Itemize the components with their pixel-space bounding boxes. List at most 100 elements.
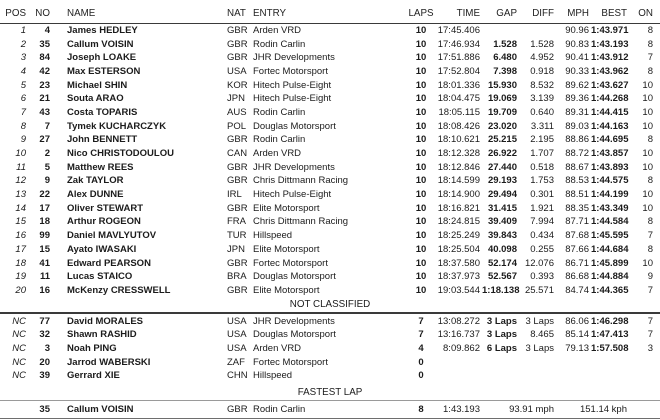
cell-entry: Rodin Carlin xyxy=(253,403,306,415)
cell-pos: 3 xyxy=(20,52,26,64)
cell-mph: 89.03 xyxy=(565,120,589,132)
header-no: NO xyxy=(35,8,50,20)
cell-pos: 12 xyxy=(15,175,26,187)
cell-no: 16 xyxy=(39,284,50,296)
cell-nat: GBR xyxy=(227,175,248,187)
cell-pos: 5 xyxy=(20,79,26,91)
header-gap: GAP xyxy=(496,8,517,20)
cell-on: 10 xyxy=(642,202,653,214)
cell-diff: 4.952 xyxy=(530,52,554,64)
cell-mph: 84.74 xyxy=(565,284,589,296)
cell-mph: 88.35 xyxy=(565,202,589,214)
cell-pos: 14 xyxy=(15,202,26,214)
cell-name: Michael SHIN xyxy=(67,79,128,91)
cell-gap: 52.174 xyxy=(487,257,517,269)
cell-name: Souta ARAO xyxy=(67,93,124,105)
cell-diff: 1.921 xyxy=(530,202,554,214)
cell-gap: 31.415 xyxy=(487,202,517,214)
cell-time: 13:08.272 xyxy=(437,315,480,327)
cell-nat: GBR xyxy=(227,403,248,415)
cell-diff: 2.195 xyxy=(530,134,554,146)
result-row: 8 7 Tymek KUCHARCZYK POL Douglas Motorsport 1… xyxy=(0,119,660,133)
cell-nat: GBR xyxy=(227,257,248,269)
cell-name: Nico CHRISTODOULOU xyxy=(67,148,174,160)
cell-no: 3 xyxy=(44,342,50,354)
not-classified-label: NOT CLASSIFIED xyxy=(289,299,371,311)
fastest-lap-banner: FASTEST LAP xyxy=(0,386,660,401)
cell-on: 7 xyxy=(647,52,653,64)
cell-mph: 90.41 xyxy=(565,52,589,64)
result-row: 10 2 Nico CHRISTODOULOU CAN Arden VRD 10 18:12… xyxy=(0,147,660,161)
cell-laps: 10 xyxy=(415,134,427,146)
cell-nat: GBR xyxy=(227,38,248,50)
cell-mph: 89.62 xyxy=(565,79,589,91)
cell-best: 1:43.971 xyxy=(591,24,629,36)
cell-laps: 10 xyxy=(415,120,427,132)
cell-diff: 3 Laps xyxy=(525,315,554,327)
cell-gap: 25.215 xyxy=(487,134,517,146)
cell-on: 10 xyxy=(642,257,653,269)
cell-laps: 4 xyxy=(418,342,424,354)
cell-laps: 10 xyxy=(415,284,427,296)
cell-laps: 10 xyxy=(415,52,427,64)
cell-name: Daniel MAVLYUTOV xyxy=(67,230,157,242)
cell-diff: 3.139 xyxy=(530,93,554,105)
cell-pos: NC xyxy=(12,370,26,382)
cell-mph: 88.53 xyxy=(565,175,589,187)
cell-diff: 1.707 xyxy=(530,148,554,160)
cell-gap: 23.020 xyxy=(487,120,517,132)
cell-on: 3 xyxy=(647,342,653,354)
cell-best: 1:44.575 xyxy=(591,175,629,187)
cell-entry: Hillspeed xyxy=(253,230,293,242)
cell-gap: 19.709 xyxy=(487,106,517,118)
cell-no: 84 xyxy=(39,52,50,64)
cell-pos: 6 xyxy=(20,93,26,105)
cell-name: Gerrard XIE xyxy=(67,370,120,382)
cell-name: Tymek KUCHARCZYK xyxy=(67,120,167,132)
cell-diff: 0.301 xyxy=(530,189,554,201)
cell-no: 43 xyxy=(39,106,50,118)
cell-name: Alex DUNNE xyxy=(67,189,124,201)
nc-row: NC 77 David MORALES USA JHR Developments 7 13:… xyxy=(0,314,660,328)
cell-laps: 8 xyxy=(418,403,424,415)
cell-pos: 19 xyxy=(15,271,26,283)
cell-no: 27 xyxy=(39,134,50,146)
cell-gap: 1.528 xyxy=(493,38,517,50)
cell-diff: 0.640 xyxy=(530,106,554,118)
cell-diff: 8.465 xyxy=(530,329,554,341)
fastest-lap-row: 35 Callum VOISIN GBR Rodin Carlin 8 1:43.193 9… xyxy=(0,401,660,419)
cell-diff: 8.532 xyxy=(530,79,554,91)
cell-nat: BRA xyxy=(227,271,247,283)
result-row: 4 42 Max ESTERSON USA Fortec Motorsport 10 17:… xyxy=(0,65,660,79)
cell-laps: 0 xyxy=(418,370,424,382)
cell-best: 1:43.349 xyxy=(591,202,629,214)
cell-no: 99 xyxy=(39,230,50,242)
cell-pos: 7 xyxy=(20,106,26,118)
header-nat: NAT xyxy=(227,8,246,20)
cell-time: 18:24.815 xyxy=(437,216,480,228)
cell-time: 18:05.115 xyxy=(438,106,480,118)
cell-mph: 79.13 xyxy=(565,342,589,354)
result-row: 18 41 Edward PEARSON GBR Fortec Motorsport 10… xyxy=(0,256,660,270)
cell-laps: 10 xyxy=(415,230,427,242)
cell-mph: 86.71 xyxy=(565,257,589,269)
cell-no: 20 xyxy=(39,356,50,368)
cell-laps: 10 xyxy=(415,189,427,201)
cell-nat: GBR xyxy=(227,284,248,296)
cell-no: 39 xyxy=(39,370,50,382)
cell-mph: 88.67 xyxy=(565,161,589,173)
cell-name: Jarrod WABERSKI xyxy=(67,356,151,368)
cell-mph: 88.86 xyxy=(565,134,589,146)
cell-time: 18:16.821 xyxy=(437,202,480,214)
cell-pos: 10 xyxy=(15,148,26,160)
cell-mph: 86.68 xyxy=(565,271,589,283)
cell-diff: 7.994 xyxy=(530,216,554,228)
cell-time: 18:25.249 xyxy=(437,230,480,242)
cell-laps: 10 xyxy=(415,65,427,77)
cell-gap: 39.843 xyxy=(487,230,517,242)
cell-best: 1:46.298 xyxy=(591,315,629,327)
cell-entry: Fortec Motorsport xyxy=(253,257,328,269)
cell-nat: TUR xyxy=(227,230,247,242)
cell-laps: 10 xyxy=(415,24,427,36)
cell-best: 1:44.884 xyxy=(591,271,629,283)
